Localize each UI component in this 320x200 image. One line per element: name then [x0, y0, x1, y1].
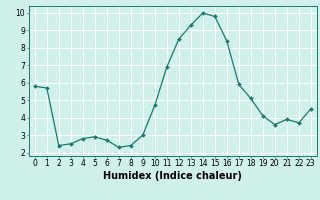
X-axis label: Humidex (Indice chaleur): Humidex (Indice chaleur) — [103, 171, 242, 181]
